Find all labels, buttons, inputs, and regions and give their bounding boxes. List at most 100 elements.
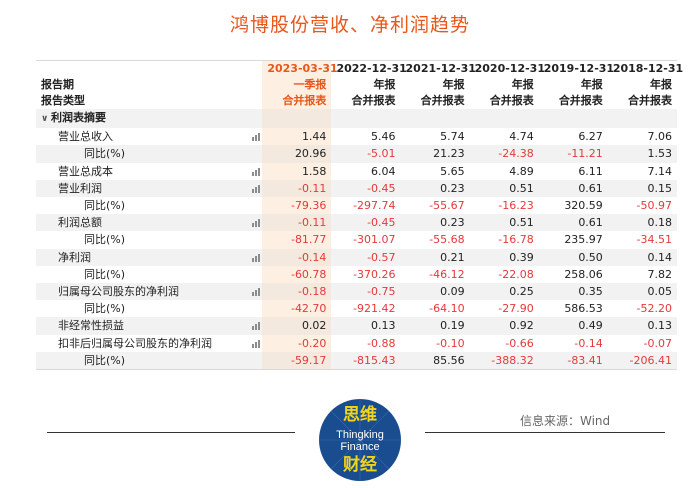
value-cell: -815.43 bbox=[331, 351, 401, 370]
thinking-finance-logo: 思维 Thingking Finance 财经 bbox=[319, 399, 401, 481]
header-label: 报告类型 bbox=[41, 94, 85, 107]
value-cell: 7.14 bbox=[647, 164, 673, 178]
chevron-down-icon[interactable]: ∨ bbox=[41, 114, 49, 124]
bar-chart-icon[interactable] bbox=[252, 167, 262, 176]
period-type: 年报 bbox=[511, 78, 534, 91]
value-cell: 1.53 bbox=[607, 145, 677, 163]
value-cell: -0.45 bbox=[331, 214, 401, 232]
value-cell: 0.21 bbox=[400, 248, 470, 266]
value-cell: -24.38 bbox=[469, 145, 539, 163]
row-label: 营业总成本 bbox=[58, 164, 113, 178]
section-row[interactable]: ∨ 利润表摘要 bbox=[36, 109, 677, 129]
value-cell: -55.67 bbox=[429, 199, 465, 213]
value-cell: 0.35 bbox=[538, 283, 608, 301]
value-cell: -16.23 bbox=[498, 199, 534, 213]
divider-right bbox=[425, 432, 665, 433]
value-cell: -5.01 bbox=[331, 145, 401, 163]
value-cell: 0.15 bbox=[607, 179, 677, 198]
bar-chart-icon[interactable] bbox=[252, 287, 262, 297]
logo-text-finance: Finance bbox=[340, 441, 379, 453]
period-date[interactable]: 2022-12-31 bbox=[336, 62, 407, 75]
period-type: 年报 bbox=[442, 78, 465, 91]
row-label: 扣非后归属母公司股东的净利润 bbox=[58, 336, 212, 350]
table-row: 归属母公司股东的净利润 -0.18 -0.75 0.09 0.25 0.35 0.05 bbox=[36, 283, 677, 301]
table-row: 营业利润 -0.11 -0.45 0.23 0.51 0.61 0.15 bbox=[36, 179, 677, 198]
header-row: 报告期 一季报 年报 年报 年报 年报 年报 bbox=[36, 77, 677, 93]
value-cell: -60.78 bbox=[262, 265, 332, 284]
value-cell: 0.50 bbox=[538, 248, 608, 266]
period-report: 合并报表 bbox=[489, 94, 534, 107]
row-label: 归属母公司股东的净利润 bbox=[58, 285, 179, 299]
bar-chart-icon[interactable] bbox=[252, 339, 262, 348]
value-cell: 0.05 bbox=[607, 283, 677, 301]
table-row: 同比(%) -79.36 -297.74 -55.67 -16.23 320.59 -50.… bbox=[36, 197, 677, 215]
bar-chart-icon[interactable] bbox=[252, 218, 262, 228]
value-cell: -0.11 bbox=[262, 214, 332, 232]
period-type: 年报 bbox=[580, 78, 603, 91]
table-row: 利润总额 -0.11 -0.45 0.23 0.51 0.61 0.18 bbox=[36, 214, 677, 232]
bar-chart-icon[interactable] bbox=[252, 321, 262, 331]
table-row: 同比(%) -59.17 -815.43 85.56 -388.32 -83.41 -206… bbox=[36, 351, 677, 370]
period-report: 合并报表 bbox=[558, 94, 603, 107]
row-label: 同比(%) bbox=[84, 302, 126, 316]
bar-chart-icon[interactable] bbox=[252, 132, 262, 142]
period-date[interactable]: 2021-12-31 bbox=[405, 62, 476, 75]
value-cell: 0.61 bbox=[538, 214, 608, 232]
value-cell: -0.18 bbox=[262, 283, 332, 301]
row-label: 同比(%) bbox=[84, 199, 126, 213]
value-cell: 0.51 bbox=[469, 214, 539, 232]
table-row: 同比(%) -81.77 -301.07 -55.68 -16.78 235.97 -34.… bbox=[36, 231, 677, 249]
period-date[interactable]: 2018-12-31 bbox=[612, 62, 684, 75]
period-type: 年报 bbox=[373, 78, 396, 91]
section-label: 利润表摘要 bbox=[51, 111, 106, 124]
value-cell: -55.68 bbox=[429, 233, 465, 247]
value-cell: -52.20 bbox=[636, 302, 672, 316]
period-date[interactable]: 2020-12-31 bbox=[474, 62, 545, 75]
value-cell: 1.58 bbox=[262, 162, 332, 180]
value-cell: -301.07 bbox=[353, 233, 396, 247]
value-cell: -388.32 bbox=[469, 351, 539, 370]
value-cell: -11.21 bbox=[538, 145, 608, 163]
row-label: 营业总收入 bbox=[58, 130, 113, 144]
value-cell: 5.46 bbox=[371, 130, 396, 144]
table-row: 同比(%) 20.96 -5.01 21.23 -24.38 -11.21 1.53 bbox=[36, 145, 677, 163]
value-cell: -83.41 bbox=[538, 351, 608, 370]
value-cell: -0.10 bbox=[436, 336, 465, 350]
value-cell: 20.96 bbox=[262, 145, 332, 163]
value-cell: 6.11 bbox=[578, 164, 603, 178]
value-cell: 0.09 bbox=[400, 283, 470, 301]
value-cell: -22.08 bbox=[498, 267, 534, 281]
value-cell: -0.14 bbox=[574, 336, 603, 350]
row-label: 同比(%) bbox=[84, 147, 126, 161]
row-label: 利润总额 bbox=[58, 216, 102, 230]
period-report: 合并报表 bbox=[262, 93, 332, 109]
value-cell: -0.45 bbox=[331, 179, 401, 198]
period-date[interactable]: 2019-12-31 bbox=[543, 62, 615, 75]
value-cell: 586.53 bbox=[564, 302, 603, 316]
bar-chart-icon[interactable] bbox=[252, 184, 262, 193]
period-report: 合并报表 bbox=[628, 94, 672, 107]
value-cell: 21.23 bbox=[400, 145, 470, 163]
header-row: 报告类型 合并报表 合并报表 合并报表 合并报表 合并报表 合并报表 bbox=[36, 93, 677, 109]
period-date[interactable]: 2023-03-31 bbox=[262, 61, 338, 77]
value-cell: -46.12 bbox=[429, 267, 465, 281]
value-cell: 0.18 bbox=[607, 214, 677, 232]
value-cell: -42.70 bbox=[262, 300, 332, 318]
bar-chart-icon[interactable] bbox=[252, 253, 262, 262]
value-cell: 5.65 bbox=[440, 164, 465, 178]
table-row: 同比(%) -60.78 -370.26 -46.12 -22.08 258.06 7.82 bbox=[36, 265, 677, 284]
header-label: 报告期 bbox=[41, 78, 74, 91]
table-row: 营业总成本 1.58 6.04 5.65 4.89 6.11 7.14 bbox=[36, 162, 677, 180]
value-cell: 235.97 bbox=[564, 233, 603, 247]
value-cell: 0.19 bbox=[400, 317, 470, 335]
value-cell: 0.23 bbox=[400, 214, 470, 232]
value-cell: 4.74 bbox=[509, 130, 534, 144]
value-cell: 0.25 bbox=[469, 283, 539, 301]
row-label: 同比(%) bbox=[84, 233, 126, 247]
page-title: 鸿博股份营收、净利润趋势 bbox=[229, 14, 470, 36]
data-source: 信息来源：Wind bbox=[520, 414, 611, 428]
table-row: 营业总收入 1.44 5.46 5.74 4.74 6.27 7.06 bbox=[36, 128, 677, 146]
value-cell: -0.66 bbox=[505, 336, 534, 350]
period-type: 一季报 bbox=[262, 77, 332, 93]
value-cell: -0.14 bbox=[262, 248, 332, 266]
